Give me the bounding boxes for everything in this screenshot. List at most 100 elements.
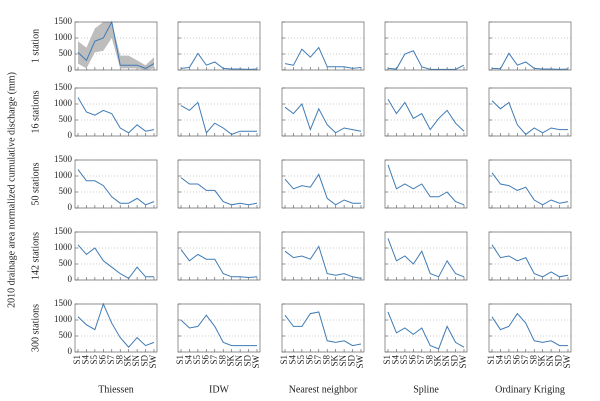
data-line (387, 50, 465, 70)
y-tick-label: 500 (59, 330, 73, 340)
x-tick-label: S5 (296, 355, 306, 365)
x-tick-label: S4 (495, 355, 505, 365)
x-tick-label: SN (338, 355, 348, 367)
data-line (77, 97, 155, 134)
panel-frame (281, 303, 365, 353)
x-tick-label: S4 (288, 355, 298, 365)
x-tick-label: S1 (72, 355, 82, 365)
panel-frame (177, 303, 261, 353)
data-line (491, 172, 569, 206)
x-tick-label: SD (243, 355, 253, 367)
data-line (77, 20, 155, 69)
x-tick-label: S8 (321, 355, 331, 365)
data-line (387, 238, 465, 278)
x-tick-label: S8 (424, 355, 434, 365)
panel-frame (177, 87, 261, 137)
row-label: 1 station (30, 29, 41, 63)
x-tick-label: S8 (114, 355, 124, 365)
x-tick-label: S6 (407, 355, 417, 365)
panel-frame (177, 21, 261, 71)
y-axis-label: 2010 drainage area normalized cumulative… (6, 72, 17, 308)
panel-frame (281, 231, 365, 281)
panel-frame (488, 21, 572, 71)
x-tick-label: S1 (486, 355, 496, 365)
panel-frame (384, 21, 468, 71)
y-tick-label: 1500 (54, 226, 73, 236)
y-tick-label: 500 (59, 48, 73, 58)
panel-frame (177, 231, 261, 281)
x-tick-label: SD (554, 355, 564, 367)
column-label: Nearest neighbor (289, 384, 358, 395)
y-tick-label: 0 (68, 64, 73, 74)
data-line (491, 312, 568, 347)
panel-frame (384, 303, 468, 353)
y-tick-label: 0 (68, 274, 73, 284)
y-tick-label: 500 (59, 258, 73, 268)
x-tick-label: SD (450, 355, 460, 367)
data-line (491, 52, 569, 70)
data-line (77, 302, 155, 348)
data-line (284, 245, 362, 279)
panel-frame (74, 231, 158, 281)
x-tick-label: SK (433, 355, 443, 367)
panel-frame (488, 159, 572, 209)
data-line (387, 311, 465, 350)
panel-frame (488, 231, 572, 281)
panel-frame (281, 159, 365, 209)
row-label: 142 stations (30, 232, 41, 280)
data-line (387, 98, 465, 132)
y-tick-label: 1500 (54, 298, 73, 308)
x-tick-label: S8 (528, 355, 538, 365)
y-tick-label: 500 (59, 186, 73, 196)
panel-frame (281, 87, 365, 137)
x-tick-label: SN (545, 355, 555, 367)
x-tick-label: SN (234, 355, 244, 367)
panel-frame (384, 159, 468, 209)
x-tick-label: S1 (382, 355, 392, 365)
x-tick-label: SW (251, 354, 261, 368)
data-line (284, 103, 362, 134)
y-tick-label: 1000 (54, 32, 73, 42)
y-tick-label: 0 (68, 346, 73, 356)
column-label: Thiessen (98, 384, 134, 395)
x-tick-label: S6 (511, 355, 521, 365)
data-line (180, 249, 258, 278)
x-tick-label: S7 (416, 355, 426, 365)
x-tick-label: SW (562, 354, 572, 368)
y-tick-label: 1500 (54, 82, 73, 92)
x-tick-label: S6 (200, 355, 210, 365)
x-tick-label: SN (131, 355, 141, 367)
panel-frame (74, 159, 158, 209)
y-tick-label: 1500 (54, 154, 73, 164)
y-tick-label: 1000 (54, 242, 73, 252)
panel-frame (74, 21, 158, 71)
x-tick-label: SK (537, 355, 547, 367)
column-label: IDW (209, 384, 230, 395)
x-tick-label: SN (441, 355, 451, 367)
x-tick-label: S8 (217, 355, 227, 365)
x-tick-label: S5 (192, 355, 202, 365)
x-tick-label: S1 (175, 355, 185, 365)
x-tick-label: S7 (209, 355, 219, 365)
data-line (491, 100, 568, 136)
x-tick-label: SD (347, 355, 357, 367)
x-tick-label: SW (458, 354, 468, 368)
y-tick-label: 1000 (54, 314, 73, 324)
x-tick-label: S6 (304, 355, 314, 365)
x-tick-label: S4 (81, 355, 91, 365)
x-tick-label: S4 (391, 355, 401, 365)
row-label: 50 stations (30, 162, 41, 205)
x-tick-label: S1 (279, 355, 289, 365)
column-label: Ordinary Kriging (495, 384, 565, 395)
y-tick-label: 0 (68, 202, 73, 212)
x-tick-label: S4 (184, 355, 194, 365)
x-tick-label: SK (123, 355, 133, 367)
data-line (180, 101, 257, 135)
data-line (180, 314, 257, 347)
data-line (77, 244, 154, 280)
x-tick-label: S5 (399, 355, 409, 365)
panel-frame (384, 87, 468, 137)
data-line (387, 164, 465, 206)
data-line (180, 52, 258, 70)
x-tick-label: S5 (89, 355, 99, 365)
